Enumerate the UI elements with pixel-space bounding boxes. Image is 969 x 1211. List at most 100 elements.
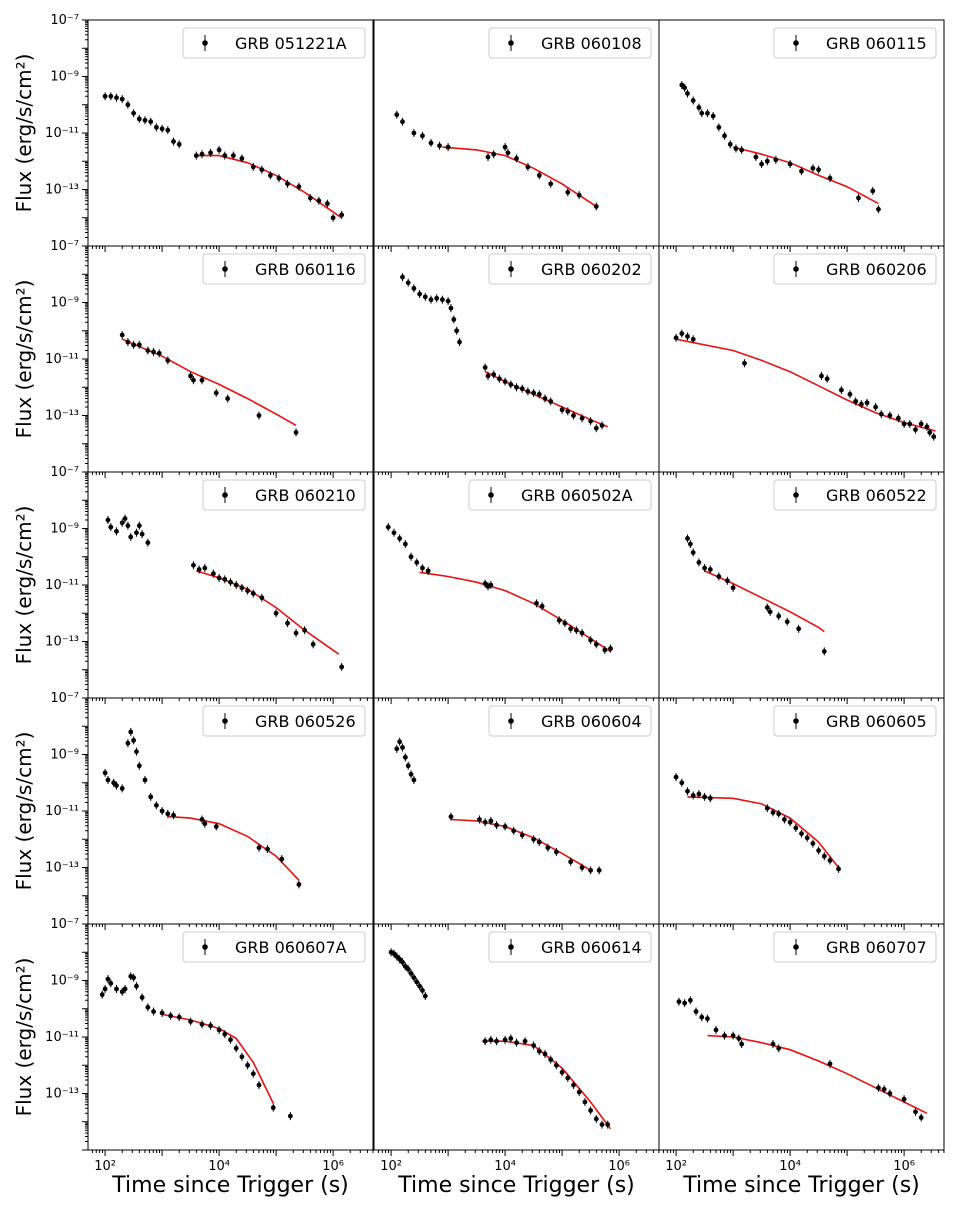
data-point: [216, 145, 222, 154]
data-point: [420, 564, 425, 573]
data-point: [913, 1107, 918, 1116]
data-point: [536, 1047, 542, 1056]
legend-label: GRB 060202: [541, 260, 642, 279]
data-point: [208, 1021, 213, 1030]
y-tick-label: 10⁻⁷: [50, 13, 79, 28]
data-point: [199, 376, 205, 385]
data-point: [165, 356, 171, 365]
data-point: [222, 1030, 228, 1039]
legend: GRB 060526: [202, 705, 366, 737]
data-point: [588, 417, 593, 426]
data-point: [188, 1017, 194, 1026]
fit-line: [675, 338, 936, 432]
x-axis-label: Time since Trigger (s): [111, 1173, 348, 1198]
fit-line: [419, 571, 611, 653]
legend-label: GRB 060116: [255, 260, 356, 279]
data-point: [285, 619, 290, 628]
data-point: [696, 790, 702, 799]
fit-line: [482, 1040, 612, 1130]
data-point: [739, 145, 745, 154]
data-point: [887, 411, 893, 420]
data-point: [536, 390, 542, 399]
panel-2: GRB 060108: [373, 19, 660, 252]
data-point: [793, 823, 799, 832]
data-point: [405, 965, 411, 974]
data-point: [676, 997, 682, 1006]
legend: GRB 060522: [773, 479, 937, 511]
data-point: [411, 129, 417, 137]
data-point: [213, 388, 219, 397]
y-tick-label: 10⁻¹³: [45, 183, 79, 198]
axes-frame: [658, 923, 945, 1151]
data-point: [776, 612, 782, 621]
legend: GRB 060116: [202, 253, 366, 285]
panel-5: GRB 060202: [373, 245, 660, 478]
data-point: [256, 1081, 262, 1090]
legend-marker: [508, 266, 514, 272]
data-point: [531, 835, 536, 844]
data-point: [108, 523, 114, 532]
data-point: [596, 866, 602, 875]
x-tick-label: 10⁶: [322, 1159, 344, 1174]
data-point: [696, 558, 702, 567]
data-point: [705, 1014, 710, 1023]
data-point: [202, 819, 208, 828]
data-point: [151, 1007, 156, 1016]
data-point: [488, 1035, 494, 1044]
data-point: [722, 131, 727, 140]
data-point: [171, 137, 176, 146]
data-point: [488, 816, 494, 825]
data-point: [417, 290, 422, 299]
data-point: [605, 1120, 611, 1129]
data-point: [216, 1025, 222, 1034]
y-tick-label: 10⁻¹³: [45, 861, 79, 876]
data-point: [827, 856, 833, 865]
legend-marker: [793, 718, 799, 724]
data-point: [156, 349, 162, 358]
data-point: [511, 826, 517, 835]
y-tick-label: 10⁻¹¹: [45, 578, 79, 593]
data-point: [134, 982, 139, 991]
fit-line: [161, 1013, 275, 1104]
legend: GRB 051221A: [182, 27, 366, 59]
data-point: [810, 164, 816, 173]
data-point: [573, 626, 579, 635]
data-point: [931, 432, 937, 441]
legend-marker: [222, 492, 228, 498]
data-point: [502, 822, 508, 831]
data-point: [268, 171, 273, 180]
data-point: [705, 109, 710, 118]
data-point: [159, 1008, 165, 1017]
data-point: [739, 1040, 745, 1049]
data-point: [400, 743, 405, 752]
data-point: [539, 602, 545, 611]
data-point: [159, 807, 165, 815]
panel-3: GRB 060115: [658, 19, 945, 252]
fit-line: [121, 338, 297, 427]
data-point: [608, 644, 613, 653]
legend-marker: [222, 266, 228, 272]
data-point: [810, 839, 816, 848]
y-tick-label: 10⁻¹¹: [45, 126, 79, 141]
data-point: [307, 193, 313, 202]
data-point: [542, 1049, 548, 1058]
data-point: [148, 792, 154, 801]
data-point: [514, 383, 519, 392]
data-point: [119, 95, 125, 104]
data-point: [250, 162, 256, 171]
data-point: [716, 572, 722, 581]
y-tick-label: 10⁻⁹: [50, 522, 79, 537]
y-tick-label: 10⁻⁹: [50, 748, 79, 763]
legend-marker: [508, 718, 514, 724]
legend-marker: [508, 40, 514, 46]
panel-9: GRB 060522: [658, 471, 945, 704]
data-point: [191, 561, 196, 570]
y-tick-label: 10⁻¹³: [45, 1087, 79, 1102]
y-axis-label: Flux (erg/s/cm²): [12, 732, 36, 891]
data-point: [196, 565, 202, 574]
legend-label: GRB 060502A: [521, 486, 633, 505]
data-point: [690, 548, 696, 557]
data-point: [233, 1044, 239, 1053]
data-point: [827, 174, 833, 183]
legend: GRB 060108: [488, 27, 652, 59]
